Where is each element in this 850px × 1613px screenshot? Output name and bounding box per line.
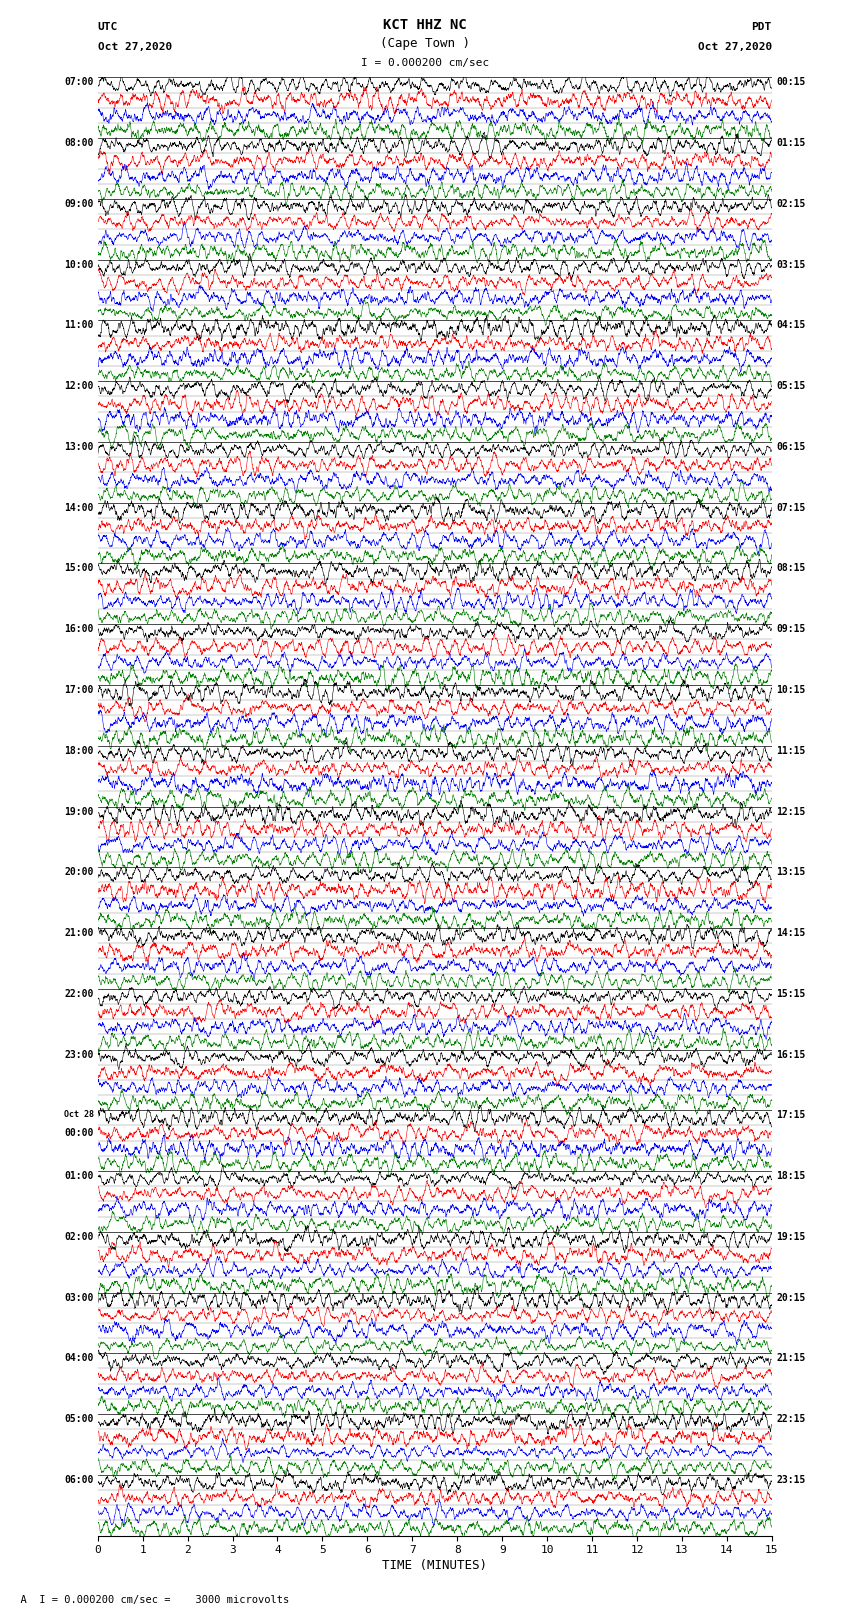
Text: 21:15: 21:15 (776, 1353, 806, 1363)
Text: 21:00: 21:00 (64, 927, 94, 939)
Text: 06:15: 06:15 (776, 442, 806, 452)
Text: 14:15: 14:15 (776, 927, 806, 939)
Text: 11:15: 11:15 (776, 745, 806, 756)
X-axis label: TIME (MINUTES): TIME (MINUTES) (382, 1560, 487, 1573)
Text: 19:15: 19:15 (776, 1232, 806, 1242)
Text: 09:00: 09:00 (64, 198, 94, 210)
Text: 18:00: 18:00 (64, 745, 94, 756)
Text: 12:15: 12:15 (776, 806, 806, 816)
Text: 15:00: 15:00 (64, 563, 94, 574)
Text: 08:15: 08:15 (776, 563, 806, 574)
Text: 01:15: 01:15 (776, 139, 806, 148)
Text: 00:00: 00:00 (64, 1127, 94, 1139)
Text: 07:00: 07:00 (64, 77, 94, 87)
Text: UTC: UTC (98, 23, 118, 32)
Text: 18:15: 18:15 (776, 1171, 806, 1181)
Text: 05:00: 05:00 (64, 1415, 94, 1424)
Text: (Cape Town ): (Cape Town ) (380, 37, 470, 50)
Text: 23:15: 23:15 (776, 1474, 806, 1486)
Text: 13:15: 13:15 (776, 868, 806, 877)
Text: 00:15: 00:15 (776, 77, 806, 87)
Text: 08:00: 08:00 (64, 139, 94, 148)
Text: 01:00: 01:00 (64, 1171, 94, 1181)
Text: 04:15: 04:15 (776, 321, 806, 331)
Text: 17:15: 17:15 (776, 1110, 806, 1121)
Text: 12:00: 12:00 (64, 381, 94, 392)
Text: Oct 27,2020: Oct 27,2020 (698, 42, 772, 52)
Text: KCT HHZ NC: KCT HHZ NC (383, 18, 467, 32)
Text: 22:15: 22:15 (776, 1415, 806, 1424)
Text: 20:15: 20:15 (776, 1292, 806, 1303)
Text: 02:15: 02:15 (776, 198, 806, 210)
Text: Oct 28: Oct 28 (64, 1110, 94, 1119)
Text: 20:00: 20:00 (64, 868, 94, 877)
Text: 16:00: 16:00 (64, 624, 94, 634)
Text: 13:00: 13:00 (64, 442, 94, 452)
Text: 10:00: 10:00 (64, 260, 94, 269)
Text: 05:15: 05:15 (776, 381, 806, 392)
Text: 04:00: 04:00 (64, 1353, 94, 1363)
Text: 15:15: 15:15 (776, 989, 806, 998)
Text: 06:00: 06:00 (64, 1474, 94, 1486)
Text: Oct 27,2020: Oct 27,2020 (98, 42, 172, 52)
Text: I = 0.000200 cm/sec: I = 0.000200 cm/sec (361, 58, 489, 68)
Text: 10:15: 10:15 (776, 686, 806, 695)
Text: 07:15: 07:15 (776, 503, 806, 513)
Text: 19:00: 19:00 (64, 806, 94, 816)
Text: 02:00: 02:00 (64, 1232, 94, 1242)
Text: 16:15: 16:15 (776, 1050, 806, 1060)
Text: 09:15: 09:15 (776, 624, 806, 634)
Text: 17:00: 17:00 (64, 686, 94, 695)
Text: PDT: PDT (751, 23, 772, 32)
Text: 03:00: 03:00 (64, 1292, 94, 1303)
Text: 03:15: 03:15 (776, 260, 806, 269)
Text: 23:00: 23:00 (64, 1050, 94, 1060)
Text: 22:00: 22:00 (64, 989, 94, 998)
Text: 14:00: 14:00 (64, 503, 94, 513)
Text: A  I = 0.000200 cm/sec =    3000 microvolts: A I = 0.000200 cm/sec = 3000 microvolts (8, 1595, 290, 1605)
Text: 11:00: 11:00 (64, 321, 94, 331)
